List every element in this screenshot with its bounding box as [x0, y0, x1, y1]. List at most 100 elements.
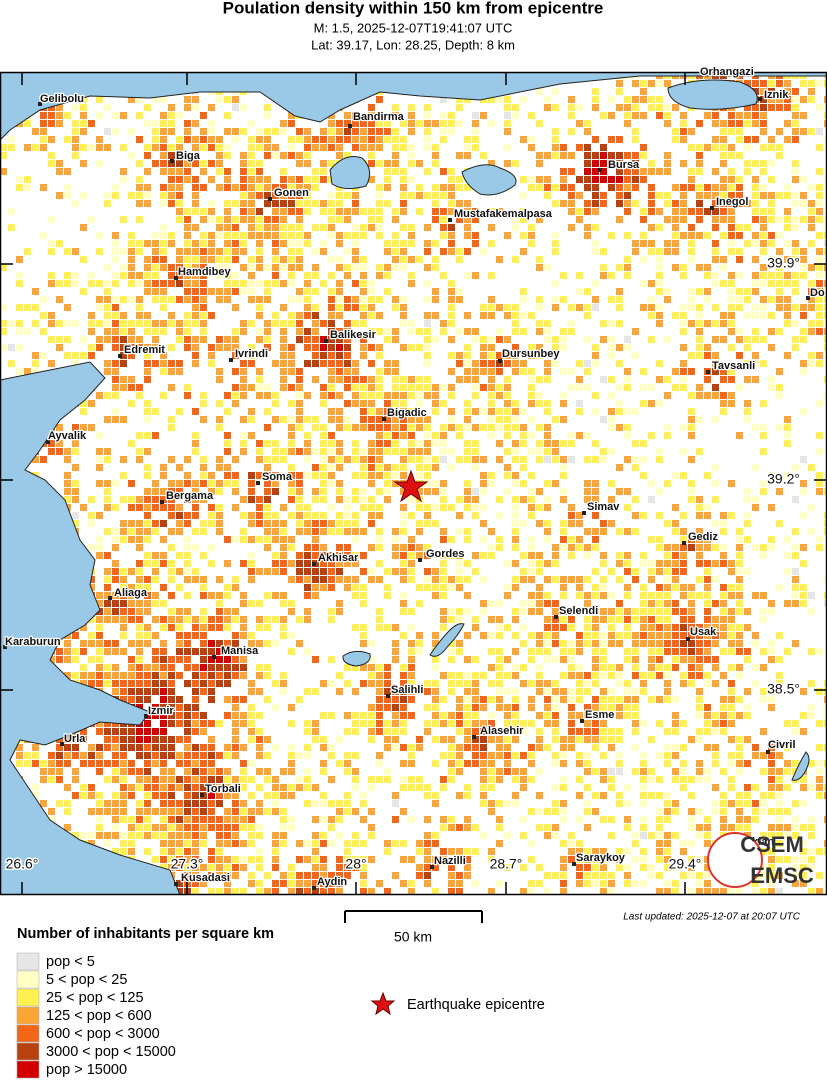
population-cell [456, 648, 463, 655]
population-cell [120, 744, 127, 751]
population-cell [8, 344, 15, 351]
population-cell [200, 264, 207, 271]
population-cell [192, 408, 199, 415]
population-cell [408, 648, 415, 655]
population-cell [312, 376, 319, 383]
population-cell [192, 304, 199, 311]
population-cell [768, 232, 775, 239]
population-cell [24, 144, 31, 151]
population-cell [624, 456, 631, 463]
population-cell [584, 224, 591, 231]
population-cell [264, 264, 271, 271]
population-cell [680, 632, 687, 639]
population-cell [408, 240, 415, 247]
population-cell [344, 792, 351, 799]
population-cell [136, 664, 143, 671]
population-cell [88, 272, 95, 279]
population-cell [552, 240, 559, 247]
population-cell [208, 696, 215, 703]
population-cell [376, 528, 383, 535]
population-cell [192, 208, 199, 215]
population-cell [352, 448, 359, 455]
population-cell [496, 736, 503, 743]
population-cell [688, 632, 695, 639]
population-cell [176, 752, 183, 759]
population-cell [168, 120, 175, 127]
population-cell [704, 672, 711, 679]
population-cell [568, 608, 575, 615]
population-cell [760, 96, 767, 103]
population-cell [360, 392, 367, 399]
population-cell [48, 440, 55, 447]
population-cell [192, 488, 199, 495]
population-cell [464, 360, 471, 367]
population-cell [768, 312, 775, 319]
population-cell [504, 392, 511, 399]
population-cell [768, 200, 775, 207]
population-cell [664, 672, 671, 679]
population-cell [344, 248, 351, 255]
population-cell [224, 264, 231, 271]
population-cell [344, 360, 351, 367]
population-cell [248, 144, 255, 151]
population-cell [256, 672, 263, 679]
population-cell [296, 424, 303, 431]
population-cell [568, 544, 575, 551]
population-cell [648, 480, 655, 487]
population-cell [264, 408, 271, 415]
population-cell [472, 368, 479, 375]
population-cell [616, 104, 623, 111]
population-cell [496, 680, 503, 687]
population-cell [752, 160, 759, 167]
population-cell [104, 576, 111, 583]
population-cell [280, 320, 287, 327]
population-cell [240, 632, 247, 639]
population-cell [320, 744, 327, 751]
population-cell [312, 304, 319, 311]
population-cell [152, 328, 159, 335]
population-cell [688, 256, 695, 263]
population-cell [240, 624, 247, 631]
population-cell [432, 704, 439, 711]
population-cell [280, 368, 287, 375]
population-cell [424, 520, 431, 527]
population-cell [56, 296, 63, 303]
population-cell [808, 280, 815, 287]
population-cell [408, 192, 415, 199]
population-cell [512, 344, 519, 351]
population-cell [528, 488, 535, 495]
population-cell [360, 272, 367, 279]
population-cell [64, 456, 71, 463]
population-cell [472, 728, 479, 735]
population-cell [664, 480, 671, 487]
population-cell [280, 520, 287, 527]
population-cell [504, 560, 511, 567]
population-cell [768, 472, 775, 479]
population-cell [296, 256, 303, 263]
population-cell [376, 536, 383, 543]
population-cell [488, 432, 495, 439]
population-cell [400, 376, 407, 383]
population-cell [432, 160, 439, 167]
population-cell [584, 488, 591, 495]
population-cell [240, 664, 247, 671]
population-cell [160, 784, 167, 791]
population-cell [240, 240, 247, 247]
population-cell [824, 248, 827, 255]
population-cell [152, 632, 159, 639]
population-cell [624, 656, 631, 663]
population-cell [440, 192, 447, 199]
population-cell [392, 432, 399, 439]
population-cell [720, 368, 727, 375]
population-cell [360, 208, 367, 215]
population-cell [760, 144, 767, 151]
population-cell [232, 288, 239, 295]
population-cell [272, 552, 279, 559]
population-cell [632, 656, 639, 663]
population-cell [208, 648, 215, 655]
population-cell [96, 744, 103, 751]
population-cell [656, 600, 663, 607]
population-cell [0, 152, 7, 159]
population-cell [752, 80, 759, 87]
population-cell [560, 736, 567, 743]
